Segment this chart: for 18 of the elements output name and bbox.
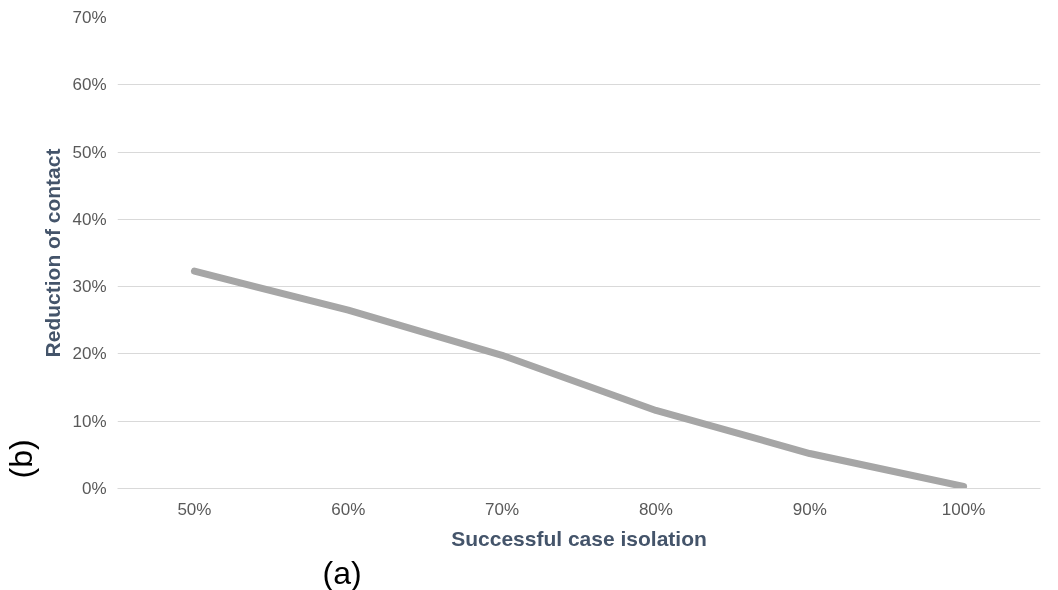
x-tick-label: 80% [638,499,673,519]
y-tick-label: 20% [72,344,107,364]
x-axis-title: Successful case isolation [451,526,707,550]
x-tick-label: 100% [941,499,986,519]
y-tick-label: 60% [72,75,107,95]
y-tick-label: 40% [72,209,107,229]
y-tick-label: 0% [81,479,107,498]
y-tick-label: 70% [72,8,107,27]
x-tick-label: 90% [792,499,827,519]
text: (a) [322,554,362,590]
x-tick-label: 60% [331,499,366,519]
y-tick-label: 10% [72,411,107,431]
y-tick-label: 30% [72,277,107,297]
y-axis-title: Reduction of contact [41,148,65,358]
x-tick-label: 70% [485,499,520,519]
x-tick-label: 50% [177,499,212,519]
y-tick-label: 50% [72,142,107,162]
text: (b) [2,439,39,479]
